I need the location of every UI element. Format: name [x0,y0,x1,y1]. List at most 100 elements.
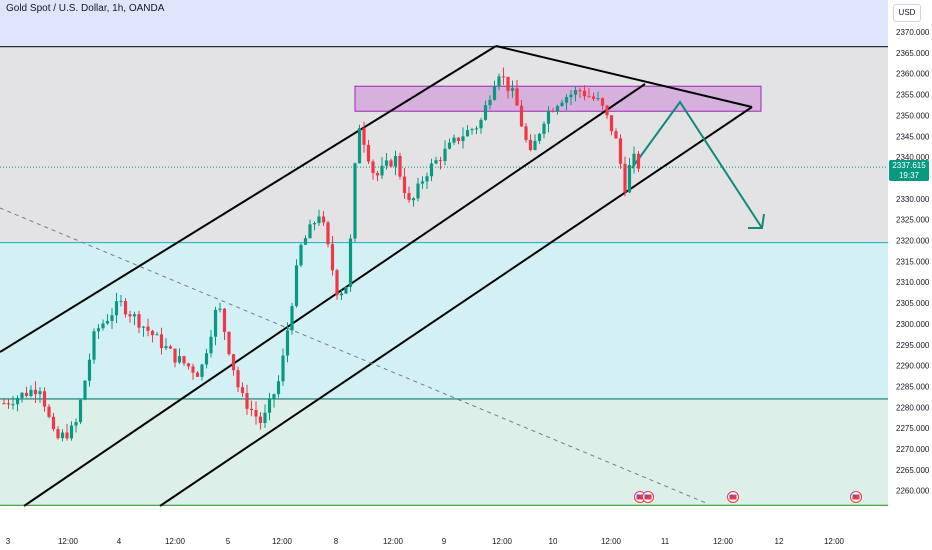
candle-body [474,128,479,130]
candle-body [501,76,506,78]
candle-body [204,353,209,365]
candle-body [402,176,407,194]
axis-background [888,0,932,550]
price-tick-label: 2295.000 [896,341,930,350]
candle-body [123,300,128,315]
candle-body [420,181,425,184]
candle-body [317,216,321,224]
candle-body [281,355,285,382]
candle-body [159,334,164,349]
candle-body [101,323,105,329]
time-tick-label: 12:00 [58,537,79,546]
bar-countdown: 19:37 [898,171,920,180]
candle-body [96,328,101,332]
time-tick-label: 3 [6,537,11,546]
candle-body [15,397,20,405]
candle-body [74,422,78,426]
price-tick-label: 2355.000 [896,91,930,100]
candle-body [623,163,627,193]
candle-body [398,155,402,177]
candle-body [483,105,488,120]
us-flag-event-icon[interactable] [727,491,739,503]
candle-body [182,356,186,364]
candle-body [110,315,114,321]
trendline-drawings[interactable] [0,45,765,507]
candle-body [470,129,474,131]
candle-body [213,309,218,337]
candle-body [65,432,69,439]
candle-body [614,131,618,139]
candle-body [488,99,492,106]
candle-body [560,102,564,106]
us-flag-event-icon[interactable] [642,491,654,503]
candle-body [605,105,609,116]
candle-body [407,193,411,201]
time-axis[interactable]: 3 12:00 4 12:00 5 12:00 8 12:00 9 12:00 10 12:00 11 1… [6,537,845,546]
candle-body [290,306,294,331]
price-tick-label: 2310.000 [896,278,930,287]
candle-body [533,140,537,151]
candle-body [294,265,299,307]
candle-body [362,128,366,145]
price-tick-label: 2285.000 [896,382,930,391]
candle-body [186,363,191,367]
candle-body [114,301,119,316]
candle-body [443,148,447,162]
candle-body [515,88,519,106]
candle-body [168,346,173,349]
candle-body [569,94,573,98]
time-tick-label: 10 [549,537,558,546]
price-tick-label: 2275.000 [896,424,930,433]
price-tick-label: 2350.000 [896,111,930,120]
candle-body [609,115,614,132]
candle-body [461,136,465,142]
candle-body [222,308,227,332]
candle-body [227,331,231,355]
price-tick-label: 2320.000 [896,237,930,246]
price-tick-label: 2360.000 [896,70,930,79]
candle-body [416,183,420,199]
candle-body [555,105,560,112]
candle-body [105,320,110,324]
economic-events[interactable] [634,491,862,503]
candle-body [60,432,65,439]
candle-body [375,173,380,176]
candle-body [321,216,326,223]
level-lines [0,45,888,506]
time-tick-label: 4 [117,537,122,546]
candle-body [582,90,587,97]
price-tick-label: 2365.000 [896,49,930,58]
candle-body [335,270,339,296]
zone-middle [0,242,888,399]
price-tick-label: 2265.000 [896,466,930,475]
candle-body [2,403,6,405]
candle-body [173,348,177,363]
price-tick-label: 2325.000 [896,216,930,225]
candle-body [191,366,195,373]
candle-body [56,429,60,439]
candle-body [546,111,551,124]
candle-body [510,88,515,91]
us-flag-event-icon[interactable] [850,491,862,503]
price-tick-label: 2260.000 [896,487,930,496]
time-tick-label: 12:00 [492,537,513,546]
candle-body [564,97,569,103]
candle-body [465,130,470,137]
candle-body [137,314,141,328]
price-axis[interactable]: 2370.000 2365.000 2360.000 2355.000 2350.000… [896,28,930,496]
candle-body [600,98,605,106]
price-tick-label: 2300.000 [896,320,930,329]
currency-button[interactable]: USD [893,4,921,22]
candle-body [591,96,596,99]
candle-body [258,416,263,424]
flag-stripes [852,494,860,500]
candle-body [303,238,308,245]
symbol-title[interactable]: Gold Spot / U.S. Dollar, 1h, OANDA [6,3,165,14]
price-tick-label: 2270.000 [896,445,930,454]
candle-body [452,137,456,143]
projection-path [631,100,763,229]
descending-trendline [495,45,753,108]
candle-body [128,314,132,317]
